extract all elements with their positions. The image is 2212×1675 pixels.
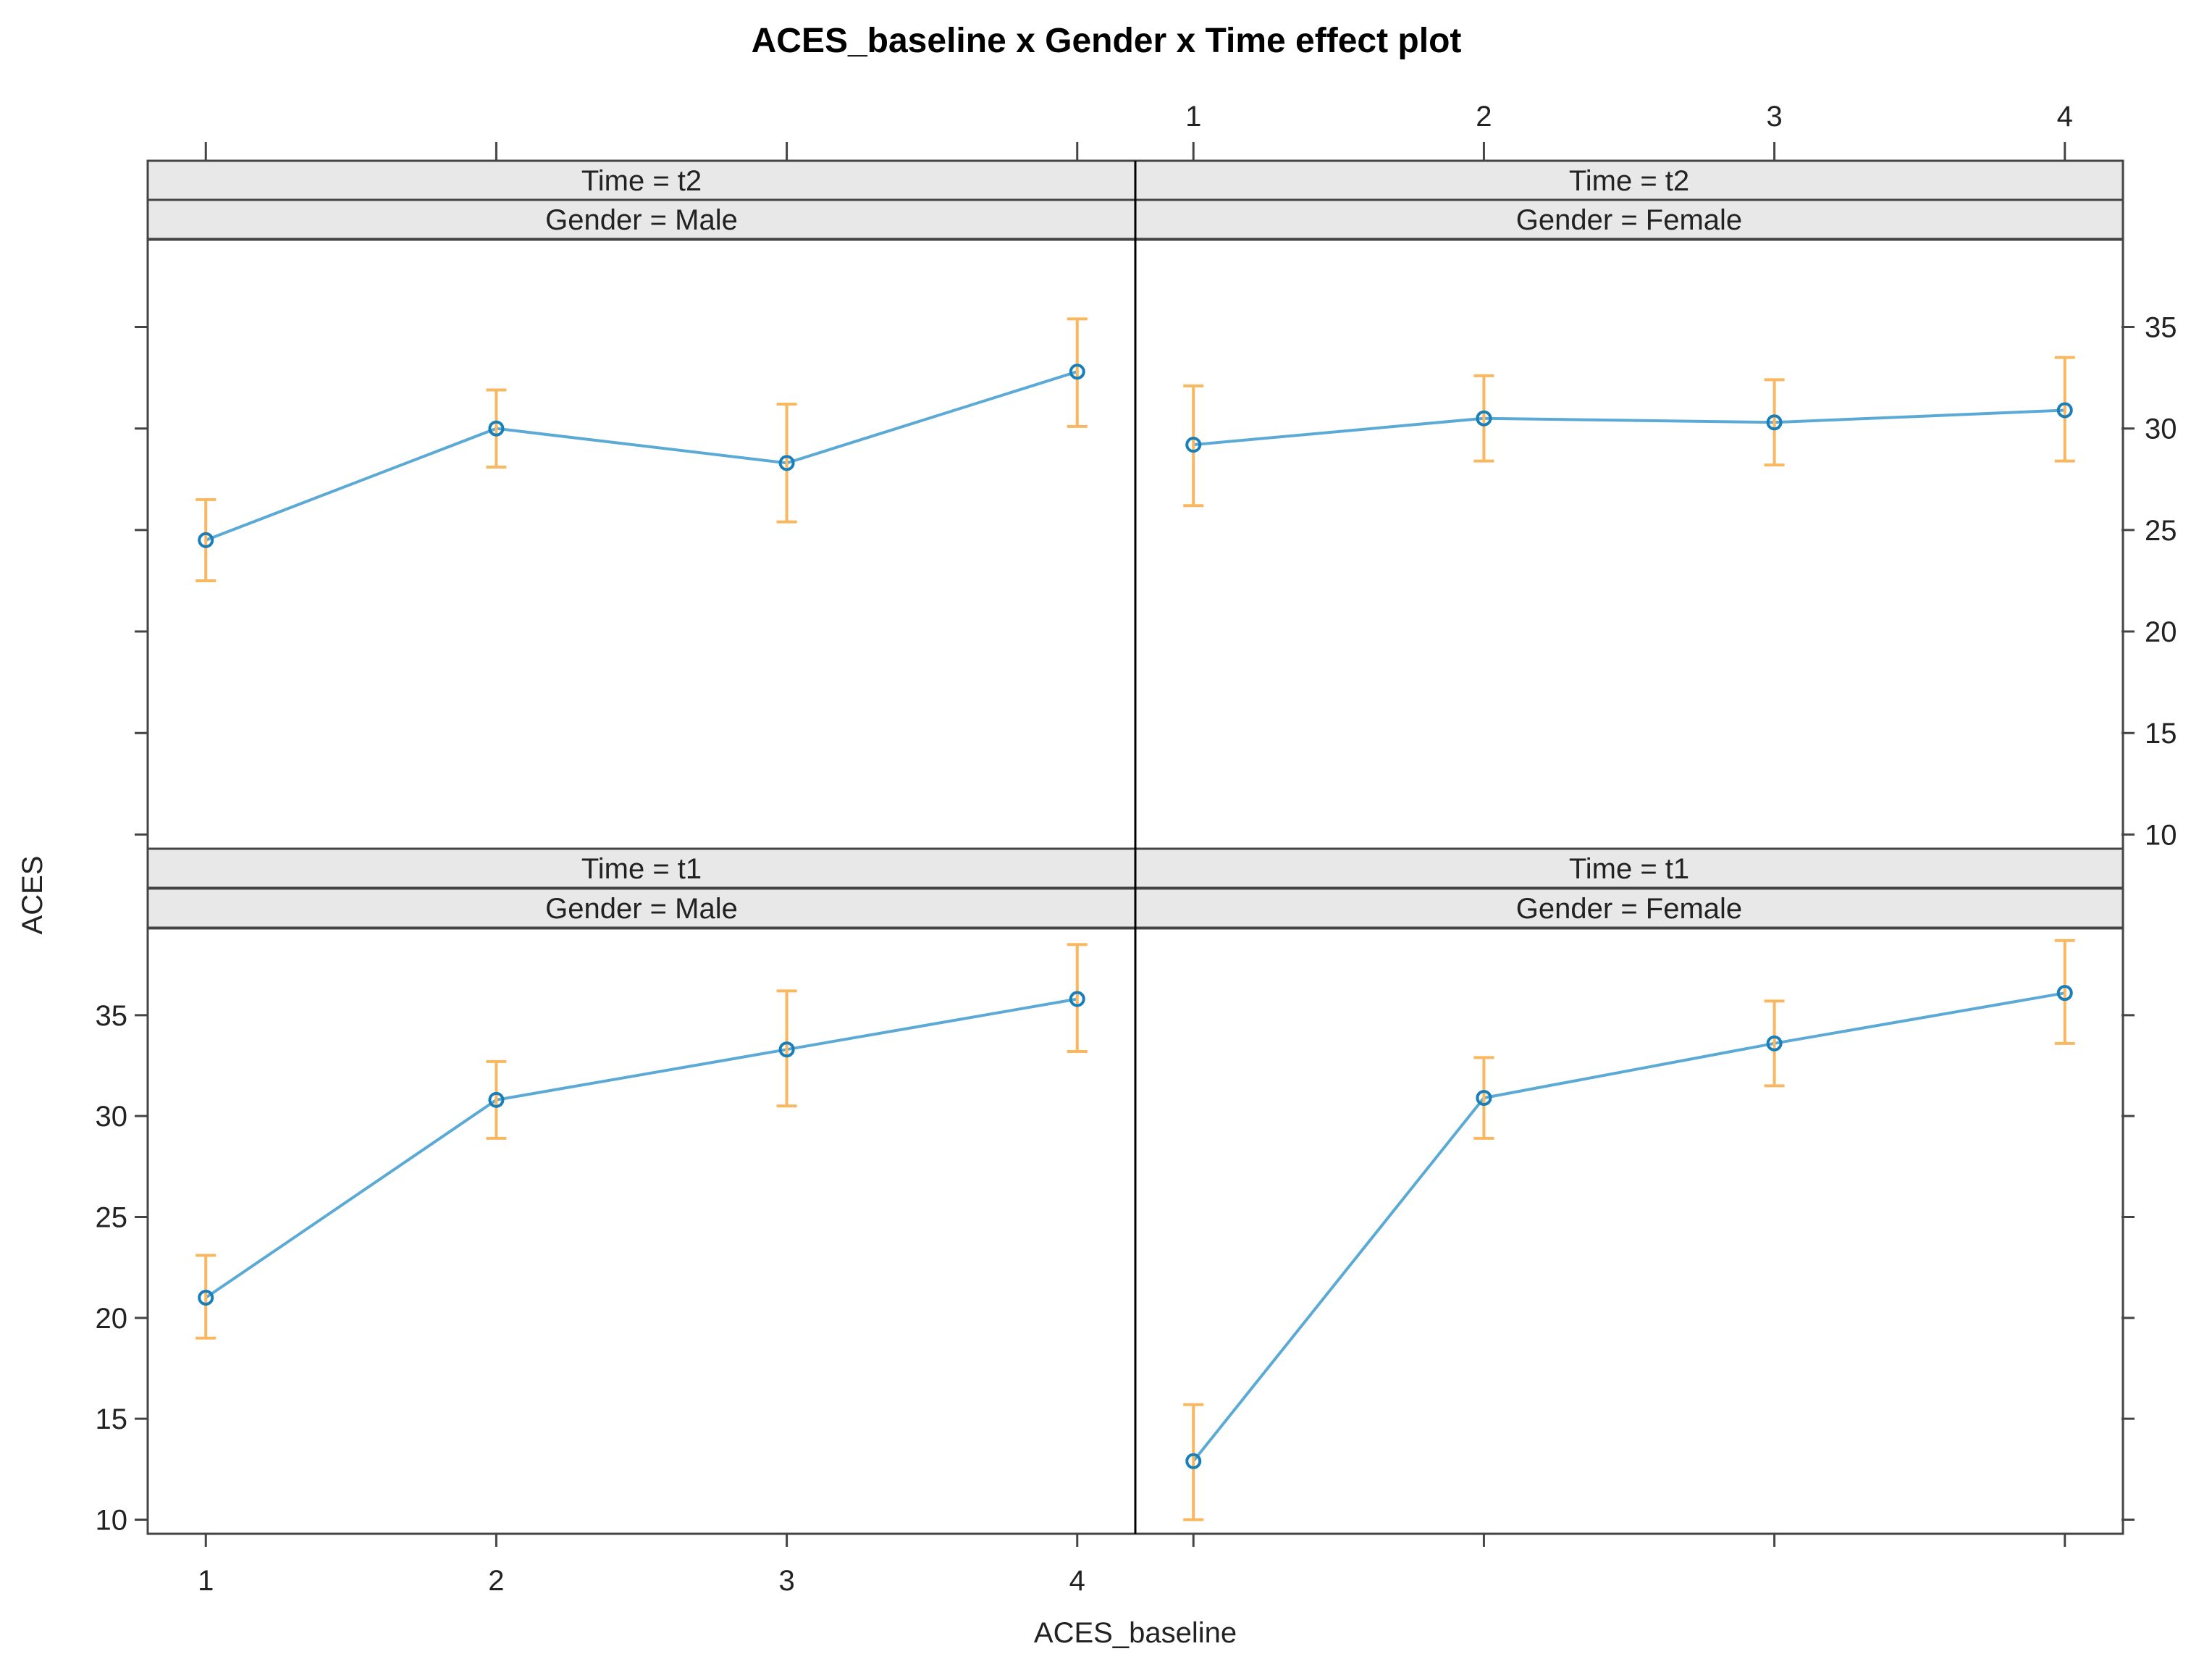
x-tick-label-bottom: 4 bbox=[1069, 1565, 1085, 1597]
y-tick-label-left: 10 bbox=[96, 1504, 128, 1536]
x-tick-label-top: 2 bbox=[1476, 101, 1492, 133]
panels-group: Time = t2 Gender = Male Time = t2 Gender = … bbox=[146, 159, 2124, 1535]
time-strip-label: Time = t1 bbox=[581, 853, 702, 885]
y-tick-label-left: 35 bbox=[96, 1000, 128, 1032]
axes-group: 10 15 20 25 30 35 10 15 20 25 30 35 1 1 2 2 3 3 4 4 bbox=[96, 101, 2177, 1597]
y-tick-label-right: 25 bbox=[2145, 515, 2177, 547]
data-point bbox=[778, 455, 795, 471]
data-point bbox=[1476, 410, 1492, 427]
data-point bbox=[1766, 414, 1783, 431]
fit-line bbox=[1192, 991, 2066, 1462]
panel-1: Time = t2 Gender = Male bbox=[146, 159, 1137, 850]
data-point bbox=[2056, 402, 2073, 419]
gender-strip bbox=[146, 887, 1137, 929]
x-tick-label-top: 3 bbox=[1766, 101, 1782, 133]
fit-line bbox=[1193, 408, 2065, 447]
data-point bbox=[198, 1289, 214, 1306]
panel-4: Time = t1 Gender = Female bbox=[1134, 847, 2124, 1535]
data-point bbox=[1069, 991, 1085, 1007]
time-strip bbox=[146, 159, 1137, 201]
gender-strip-label: Gender = Female bbox=[1516, 893, 1742, 925]
data-point bbox=[2056, 985, 2073, 1002]
gender-strip-label: Gender = Male bbox=[545, 893, 738, 925]
panel-frame bbox=[1134, 927, 2124, 1535]
y-tick-label-right: 20 bbox=[2145, 616, 2177, 648]
chart-title: ACES_baseline x Gender x Time effect plo… bbox=[752, 22, 1462, 60]
data-point bbox=[778, 1041, 795, 1058]
data-point bbox=[1766, 1035, 1783, 1051]
y-tick-label-left: 15 bbox=[96, 1403, 128, 1435]
y-tick-label-left: 30 bbox=[96, 1101, 128, 1133]
data-point bbox=[488, 420, 505, 437]
panel-2: Time = t2 Gender = Female bbox=[1134, 159, 2124, 850]
x-tick-label-top: 1 bbox=[1185, 101, 1201, 133]
data-point bbox=[1069, 364, 1085, 380]
time-strip bbox=[146, 847, 1137, 889]
time-strip bbox=[1134, 847, 2124, 889]
fit-line bbox=[205, 997, 1078, 1299]
y-tick-label-left: 25 bbox=[96, 1201, 128, 1233]
data-point bbox=[1476, 1090, 1492, 1107]
x-tick-label-bottom: 3 bbox=[778, 1565, 794, 1597]
y-axis-label: ACES bbox=[17, 856, 49, 935]
time-strip-label: Time = t1 bbox=[1569, 853, 1689, 885]
x-tick-label-bottom: 1 bbox=[198, 1565, 214, 1597]
fit-line bbox=[205, 370, 1078, 542]
y-tick-label-right: 10 bbox=[2145, 819, 2177, 851]
panel-3: Time = t1 Gender = Male bbox=[146, 847, 1137, 1535]
panel-frame bbox=[1134, 238, 2124, 850]
y-tick-label-left: 20 bbox=[96, 1303, 128, 1335]
panel-frame bbox=[146, 927, 1137, 1535]
y-tick-label-right: 15 bbox=[2145, 718, 2177, 750]
time-strip-label: Time = t2 bbox=[1569, 165, 1689, 197]
x-tick-label-top: 4 bbox=[2057, 101, 2073, 133]
y-tick-label-right: 30 bbox=[2145, 413, 2177, 445]
gender-strip bbox=[146, 198, 1137, 240]
time-strip-label: Time = t2 bbox=[581, 165, 702, 197]
data-point bbox=[1185, 1453, 1202, 1469]
gender-strip-label: Gender = Female bbox=[1516, 204, 1742, 236]
panel-frame bbox=[146, 238, 1137, 850]
time-strip bbox=[1134, 159, 2124, 201]
data-point bbox=[198, 532, 214, 548]
data-point bbox=[488, 1091, 505, 1108]
data-point bbox=[1185, 437, 1202, 453]
gender-strip-label: Gender = Male bbox=[545, 204, 738, 236]
x-tick-label-bottom: 2 bbox=[488, 1565, 504, 1597]
x-axis-label: ACES_baseline bbox=[1034, 1617, 1237, 1649]
y-tick-label-right: 35 bbox=[2145, 312, 2177, 344]
